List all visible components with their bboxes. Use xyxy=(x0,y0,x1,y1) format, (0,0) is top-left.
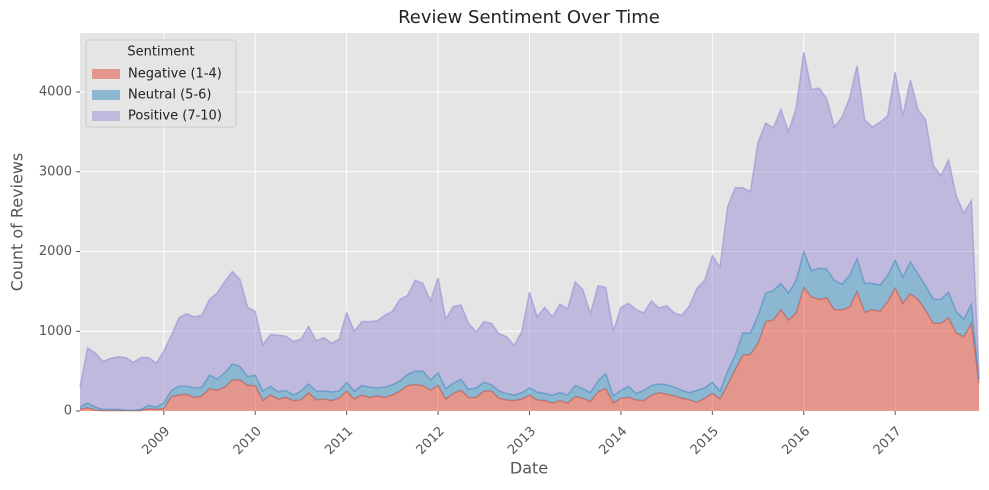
y-tick-label: 3000 xyxy=(39,164,72,179)
x-tick-label: 2009 xyxy=(139,424,173,458)
legend-swatch xyxy=(92,69,120,79)
legend-label: Neutral (5-6) xyxy=(128,88,212,103)
x-tick-label: 2012 xyxy=(414,424,448,458)
area xyxy=(80,251,979,411)
y-tick-label: 1000 xyxy=(39,324,72,339)
y-tick-label: 2000 xyxy=(39,244,72,259)
legend-title: Sentiment xyxy=(127,45,194,60)
legend: Sentiment Negative (1-4) Neutral (5-6) Posi… xyxy=(85,39,237,128)
legend-label: Negative (1-4) xyxy=(128,67,222,82)
x-axis-label: Date xyxy=(510,459,548,478)
y-axis-label: Count of Reviews xyxy=(8,153,27,292)
area xyxy=(80,52,979,411)
y-tick-label: 0 xyxy=(64,404,72,419)
areas xyxy=(79,51,980,412)
legend-swatch xyxy=(92,90,120,100)
x-tick-label: 2011 xyxy=(322,424,356,458)
x-tick-label: 2013 xyxy=(505,424,539,458)
x-tick-label: 2010 xyxy=(231,424,265,458)
legend-box xyxy=(85,39,237,128)
x-tick-label: 2016 xyxy=(779,424,813,458)
x-tick-label: 2017 xyxy=(871,424,905,458)
x-tick-label: 2014 xyxy=(596,424,630,458)
legend-swatch xyxy=(92,111,120,121)
x-tick-label: 2015 xyxy=(688,424,722,458)
legend-label: Positive (7-10) xyxy=(128,109,222,124)
y-tick-label: 4000 xyxy=(39,85,72,100)
chart-title: Review Sentiment Over Time xyxy=(398,7,660,28)
area-edge xyxy=(79,51,980,388)
area xyxy=(80,287,979,411)
